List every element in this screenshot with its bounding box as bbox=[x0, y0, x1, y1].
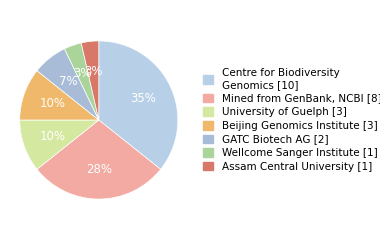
Text: 10%: 10% bbox=[40, 97, 65, 110]
Wedge shape bbox=[20, 71, 99, 120]
Text: 3%: 3% bbox=[73, 67, 92, 80]
Wedge shape bbox=[81, 41, 99, 120]
Text: 3%: 3% bbox=[84, 65, 103, 78]
Text: 35%: 35% bbox=[130, 92, 156, 105]
Wedge shape bbox=[20, 120, 99, 169]
Text: 10%: 10% bbox=[40, 130, 65, 143]
Wedge shape bbox=[99, 41, 178, 169]
Text: 28%: 28% bbox=[86, 162, 112, 175]
Text: 7%: 7% bbox=[59, 75, 78, 88]
Wedge shape bbox=[65, 43, 99, 120]
Legend: Centre for Biodiversity
Genomics [10], Mined from GenBank, NCBI [8], University : Centre for Biodiversity Genomics [10], M… bbox=[203, 68, 380, 172]
Wedge shape bbox=[37, 120, 161, 199]
Wedge shape bbox=[37, 49, 99, 120]
